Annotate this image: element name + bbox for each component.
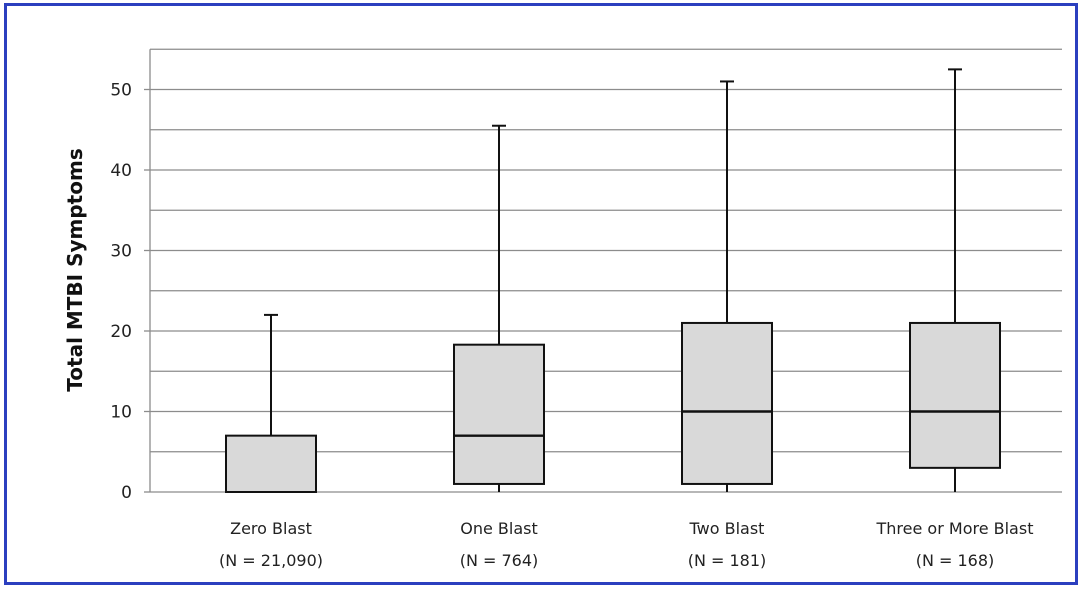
y-tick-label: 50	[110, 81, 132, 101]
x-axis-labels: Zero Blast (N = 21,090) One Blast (N = 764)…	[219, 519, 1033, 570]
x-category-count: (N = 181)	[688, 551, 767, 570]
boxes	[225, 68, 1001, 493]
x-category-label: Three or More Blast	[876, 519, 1034, 538]
y-tick-label: 40	[110, 161, 132, 181]
y-axis-ticks: 0 10 20 30 40 50	[110, 81, 150, 503]
box-zero-blast	[225, 313, 317, 493]
y-tick-label: 0	[121, 483, 132, 503]
chart-frame	[4, 3, 1078, 585]
box-one-blast	[453, 124, 545, 492]
iqr-box	[225, 434, 317, 493]
y-axis-label: Total MTBI Symptoms	[63, 148, 87, 391]
y-tick-label: 30	[110, 242, 132, 262]
box-two-blast	[681, 80, 773, 492]
box-three-or-more-blast	[909, 68, 1001, 492]
y-tick-label: 10	[110, 403, 132, 423]
x-category-label: Two Blast	[689, 519, 765, 538]
x-category-label: Zero Blast	[230, 519, 312, 538]
x-category-count: (N = 21,090)	[219, 551, 323, 570]
iqr-box	[909, 321, 1001, 469]
iqr-box	[681, 321, 773, 485]
x-category-label: One Blast	[460, 519, 538, 538]
y-tick-label: 20	[110, 322, 132, 342]
x-category-count: (N = 168)	[916, 551, 995, 570]
iqr-box	[453, 343, 545, 485]
x-category-count: (N = 764)	[460, 551, 539, 570]
